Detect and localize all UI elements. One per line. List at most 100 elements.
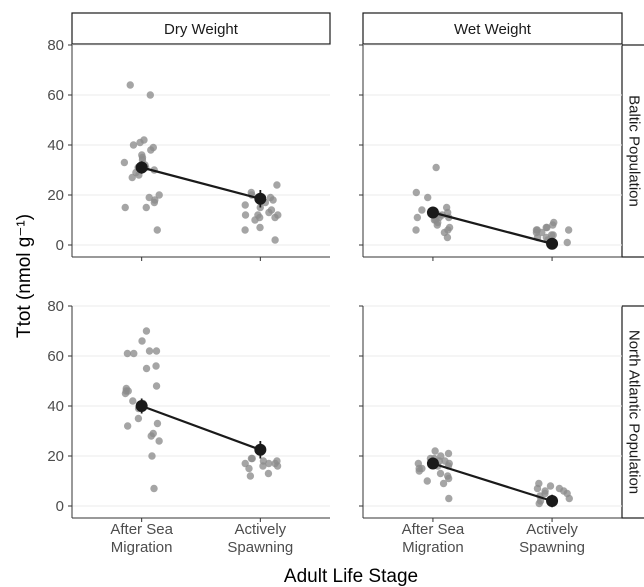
- data-point: [148, 452, 156, 460]
- data-point: [129, 141, 138, 149]
- x-tick-label: Actively: [526, 521, 578, 538]
- row-strip-label: North Atlantic Population: [626, 330, 643, 494]
- y-tick-label: 40: [47, 137, 64, 154]
- data-point: [564, 226, 573, 234]
- data-point: [271, 236, 279, 244]
- y-axis-title: Ttot (nmol g⁻¹): [14, 214, 35, 338]
- data-point: [538, 228, 546, 237]
- data-point: [546, 482, 555, 490]
- data-point: [269, 196, 277, 204]
- data-point: [245, 464, 253, 473]
- data-point: [152, 362, 160, 370]
- data-point: [439, 479, 448, 488]
- column-strip: [362, 12, 623, 45]
- data-point: [126, 81, 134, 89]
- panel: 0 20 40 60 80: [47, 298, 330, 522]
- mean-point: [135, 161, 148, 174]
- data-point: [423, 477, 431, 485]
- column-strip-label: Wet Weight: [454, 21, 532, 38]
- mean-line: [141, 404, 261, 451]
- data-point: [138, 337, 146, 345]
- data-point: [248, 454, 256, 463]
- data-point: [563, 238, 571, 247]
- data-point: [413, 213, 422, 222]
- mean-point: [254, 192, 267, 205]
- data-point: [418, 206, 426, 214]
- data-point: [241, 226, 249, 234]
- data-point: [246, 472, 255, 480]
- data-point: [535, 499, 543, 508]
- mean-line: [432, 211, 553, 245]
- y-tick-label: 40: [47, 398, 64, 415]
- data-point: [412, 226, 420, 234]
- column-strip: [71, 12, 331, 45]
- data-point: [533, 484, 542, 493]
- data-point: [542, 223, 550, 232]
- data-point: [443, 233, 452, 242]
- data-point: [549, 221, 557, 229]
- data-point: [259, 462, 267, 470]
- x-tick-label: After Sea: [110, 521, 173, 538]
- column-strip-label: Dry Weight: [164, 21, 239, 38]
- data-point: [129, 397, 137, 405]
- data-point: [444, 474, 453, 483]
- y-tick-label: 60: [47, 87, 64, 104]
- data-point: [256, 223, 264, 232]
- data-point: [432, 163, 440, 172]
- mean-point: [546, 495, 559, 507]
- x-tick-label: Migration: [402, 539, 464, 556]
- mean-point: [254, 443, 267, 456]
- x-tick-label: Spawning: [519, 539, 585, 556]
- data-point: [153, 419, 162, 428]
- mean-point: [546, 237, 559, 250]
- row-strip: [621, 305, 644, 519]
- data-point: [415, 467, 423, 475]
- mean-point: [135, 400, 148, 412]
- data-point: [146, 91, 155, 99]
- data-point: [155, 437, 163, 445]
- y-tick-label: 80: [47, 37, 64, 54]
- data-point: [273, 462, 282, 470]
- data-point: [565, 494, 573, 503]
- data-point: [251, 216, 259, 224]
- y-tick-label: 0: [56, 498, 64, 515]
- data-point: [152, 347, 161, 355]
- data-point: [150, 198, 159, 207]
- panel: [359, 44, 622, 261]
- data-point: [265, 459, 273, 468]
- data-point: [121, 203, 129, 212]
- data-point: [121, 389, 130, 398]
- data-point: [142, 364, 151, 373]
- y-tick-label: 20: [47, 448, 64, 465]
- x-tick-label: Migration: [111, 539, 173, 556]
- data-point: [142, 203, 150, 212]
- data-point: [424, 193, 432, 202]
- x-tick-label: After Sea: [402, 521, 465, 538]
- data-point: [155, 191, 163, 199]
- row-strip: [621, 44, 644, 258]
- data-point: [412, 188, 421, 197]
- data-point: [150, 484, 158, 493]
- x-tick-label: Spawning: [227, 539, 293, 556]
- y-tick-label: 0: [56, 237, 64, 254]
- data-point: [431, 447, 439, 455]
- data-point: [241, 201, 249, 209]
- data-point: [265, 208, 273, 217]
- data-point: [271, 213, 279, 222]
- data-point: [123, 349, 132, 358]
- data-point: [134, 414, 143, 423]
- data-point: [264, 469, 273, 478]
- mean-line: [141, 166, 261, 200]
- data-point: [145, 193, 153, 202]
- data-point: [241, 211, 250, 219]
- data-point: [142, 327, 151, 335]
- data-point: [147, 432, 155, 440]
- x-tick-label: Actively: [234, 521, 286, 538]
- data-point: [123, 422, 132, 430]
- data-point: [433, 221, 441, 229]
- data-point: [445, 494, 453, 503]
- y-tick-label: 20: [47, 187, 64, 204]
- row-strip-label: Baltic Population: [626, 95, 643, 207]
- data-point: [436, 469, 445, 478]
